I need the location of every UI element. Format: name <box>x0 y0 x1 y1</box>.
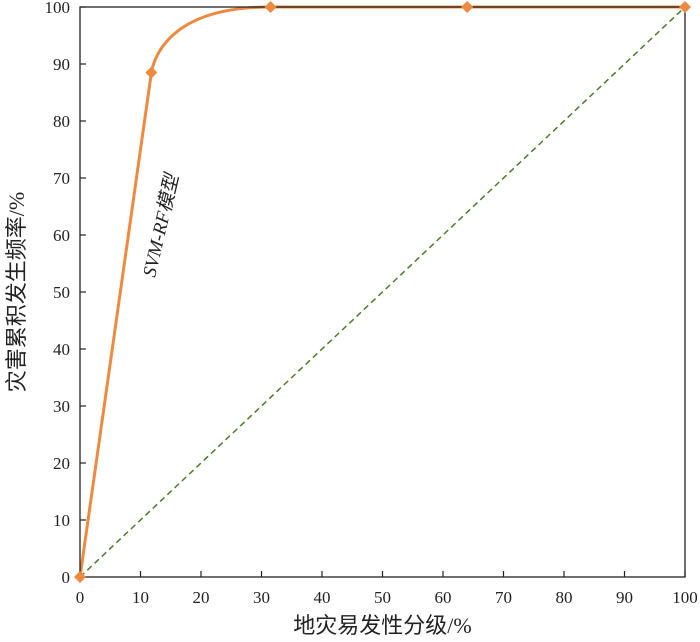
x-tick-label: 80 <box>556 588 573 607</box>
x-tick-label: 50 <box>374 588 391 607</box>
series-markers <box>74 1 691 583</box>
y-tick-label: 30 <box>53 397 70 416</box>
y-tick-label: 50 <box>53 283 70 302</box>
y-axis-title: 灾害累积发生频率/% <box>4 192 29 392</box>
x-tick-label: 70 <box>495 588 512 607</box>
x-tick-label: 20 <box>193 588 210 607</box>
y-tick-label: 10 <box>53 511 70 530</box>
x-axis: 0 10 20 30 40 50 60 70 80 90 100 <box>76 571 698 607</box>
data-point-marker <box>679 1 691 13</box>
data-point-marker <box>461 1 474 13</box>
y-tick-label: 60 <box>53 226 70 245</box>
x-tick-label: 100 <box>672 588 698 607</box>
x-tick-label: 10 <box>132 588 149 607</box>
y-tick-label: 90 <box>53 55 70 74</box>
y-tick-label: 80 <box>53 112 70 131</box>
y-axis: 0 10 20 30 40 50 60 70 80 90 100 <box>45 0 86 587</box>
x-tick-label: 40 <box>314 588 331 607</box>
data-point-marker <box>145 66 158 79</box>
y-tick-label: 40 <box>53 340 70 359</box>
diagonal-reference-line <box>79 6 686 578</box>
model-annotation: SVM-RF模型 <box>139 171 183 279</box>
y-tick-label: 100 <box>45 0 71 17</box>
x-tick-label: 60 <box>435 588 452 607</box>
y-tick-label: 70 <box>53 169 70 188</box>
x-tick-label: 90 <box>616 588 633 607</box>
data-point-marker <box>74 571 86 583</box>
data-point-marker <box>264 1 277 13</box>
x-tick-label: 0 <box>76 588 85 607</box>
plot-series <box>78 5 686 578</box>
x-tick-label: 30 <box>253 588 270 607</box>
x-axis-title: 地灾易发性分级/% <box>293 613 471 638</box>
y-tick-label: 20 <box>53 454 70 473</box>
y-tick-label: 0 <box>62 568 71 587</box>
